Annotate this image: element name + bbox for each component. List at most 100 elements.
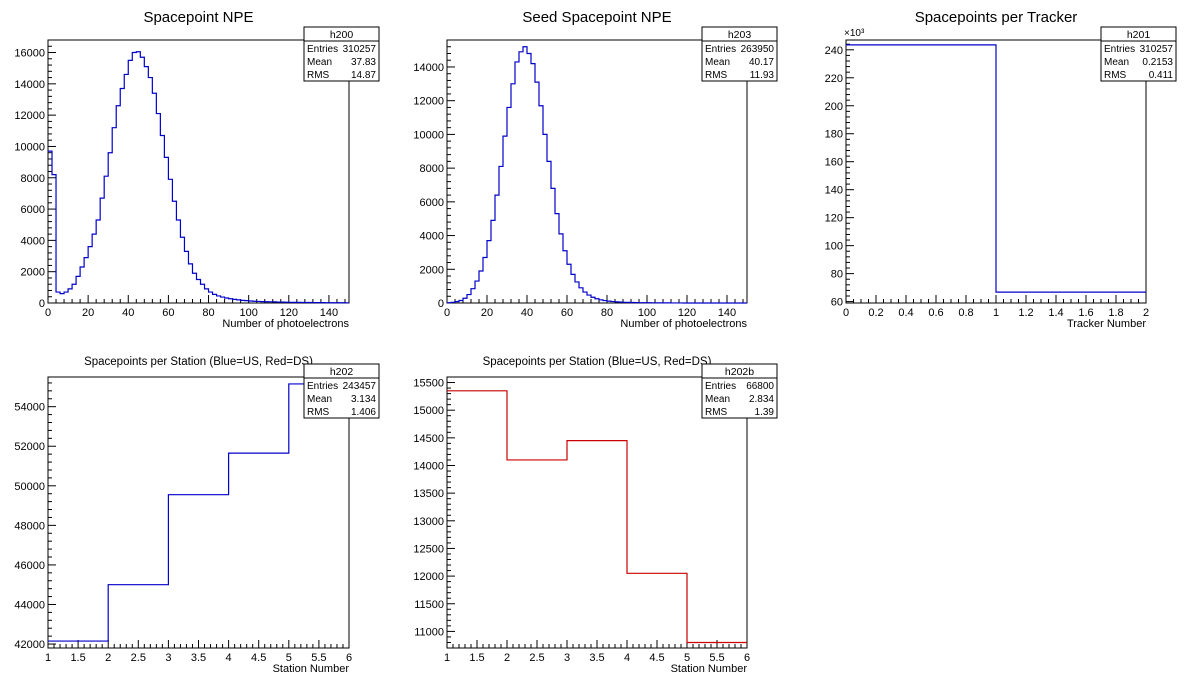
x-tick-label: 3 xyxy=(165,652,171,664)
stats-value: 11.93 xyxy=(750,70,775,81)
x-tick-label: 3.5 xyxy=(191,652,206,664)
x-tick-label: 80 xyxy=(601,307,613,319)
x-tick-label: 0.4 xyxy=(898,307,913,319)
y-tick-label: 44000 xyxy=(14,599,45,611)
y-tick-label: 10000 xyxy=(413,129,444,141)
y-tick-label: 11500 xyxy=(414,599,444,611)
y-tick-label: 14000 xyxy=(413,62,444,74)
stats-label: Entries xyxy=(705,44,736,55)
y-tick-label: 2000 xyxy=(420,264,444,276)
y-tick-label: 11000 xyxy=(414,626,444,638)
stats-label: Entries xyxy=(307,44,338,55)
stats-box-name: h202 xyxy=(330,366,354,378)
x-tick-label: 3.5 xyxy=(589,652,604,664)
y-tick-label: 15000 xyxy=(413,405,444,417)
x-tick-label: 1 xyxy=(444,652,450,664)
stats-value: 0.2153 xyxy=(1142,57,1173,68)
x-axis-label: Station Number xyxy=(273,663,350,675)
x-tick-label: 60 xyxy=(162,307,174,319)
chart-title: Spacepoints per Station (Blue=US, Red=DS… xyxy=(483,356,712,368)
stats-value: 310257 xyxy=(1140,44,1174,55)
x-tick-label: 2.5 xyxy=(131,652,146,664)
stats-label: Mean xyxy=(307,57,332,68)
x-axis-label: Number of photoelectrons xyxy=(620,318,747,330)
y-tick-label: 60 xyxy=(831,297,843,309)
histogram-line xyxy=(846,45,1146,292)
y-tick-label: 52000 xyxy=(14,441,45,453)
x-tick-label: 4 xyxy=(226,652,232,664)
x-tick-label: 0 xyxy=(444,307,450,319)
stats-label: RMS xyxy=(705,407,728,418)
y-tick-label: 2000 xyxy=(21,267,45,279)
y-tick-label: 46000 xyxy=(14,560,45,572)
histogram-line xyxy=(447,47,747,303)
y-tick-label: 14000 xyxy=(14,79,45,91)
stats-value: 0.411 xyxy=(1149,70,1174,81)
x-tick-label: 60 xyxy=(561,307,573,319)
stats-value: 243457 xyxy=(343,381,377,392)
x-tick-label: 0.2 xyxy=(868,307,883,319)
stats-value: 14.87 xyxy=(351,70,376,81)
x-axis-label: Station Number xyxy=(671,663,748,675)
y-tick-label: 180 xyxy=(825,129,843,141)
stats-box-name: h202b xyxy=(725,366,754,378)
stats-label: Mean xyxy=(705,394,730,405)
y-tick-label: 12000 xyxy=(413,571,444,583)
y-tick-label: 220 xyxy=(825,73,843,85)
y-tick-label: 4000 xyxy=(21,235,45,247)
y-tick-label: 100 xyxy=(825,241,843,253)
histogram-line xyxy=(447,391,747,643)
x-tick-label: 40 xyxy=(521,307,533,319)
y-tick-label: 120 xyxy=(825,213,843,225)
x-tick-label: 1.5 xyxy=(70,652,85,664)
stats-label: RMS xyxy=(307,70,330,81)
x-tick-label: 80 xyxy=(202,307,214,319)
y-tick-label: 14500 xyxy=(413,433,444,445)
y-tick-label: 10000 xyxy=(14,141,45,153)
stats-value: 66800 xyxy=(746,381,774,392)
stats-label: Entries xyxy=(705,381,736,392)
y-tick-label: 12500 xyxy=(413,543,444,555)
stats-value: 3.134 xyxy=(351,394,376,405)
x-tick-label: 1 xyxy=(45,652,51,664)
y-exponent-label: ×10³ xyxy=(844,28,865,39)
x-tick-label: 0 xyxy=(45,307,51,319)
chart-title: Spacepoints per Tracker xyxy=(915,9,1078,26)
chart-title: Seed Spacepoint NPE xyxy=(522,9,671,26)
x-axis-label: Number of photoelectrons xyxy=(222,318,349,330)
y-tick-label: 6000 xyxy=(420,197,444,209)
stats-label: Mean xyxy=(307,394,332,405)
y-tick-label: 160 xyxy=(825,157,843,169)
y-tick-label: 0 xyxy=(438,298,444,310)
histogram-line xyxy=(48,384,349,641)
x-tick-label: 40 xyxy=(122,307,134,319)
stats-value: 310257 xyxy=(343,44,377,55)
y-tick-label: 0 xyxy=(39,298,45,310)
x-tick-label: 20 xyxy=(82,307,94,319)
y-tick-label: 16000 xyxy=(14,48,45,60)
y-tick-label: 50000 xyxy=(14,481,45,493)
x-tick-label: 1.5 xyxy=(469,652,484,664)
stats-value: 263950 xyxy=(741,44,775,55)
x-tick-label: 4.5 xyxy=(649,652,664,664)
x-tick-label: 1.2 xyxy=(1018,307,1033,319)
x-tick-label: 2 xyxy=(105,652,111,664)
chart-title: Spacepoints per Station (Blue=US, Red=DS… xyxy=(84,356,313,368)
y-tick-label: 12000 xyxy=(413,96,444,108)
stats-label: Mean xyxy=(705,57,730,68)
y-tick-label: 54000 xyxy=(14,402,45,414)
chart-title: Spacepoint NPE xyxy=(143,9,253,26)
stats-label: RMS xyxy=(705,70,728,81)
histogram-line xyxy=(48,52,349,303)
stats-box-name: h203 xyxy=(728,29,752,41)
y-tick-label: 13500 xyxy=(413,488,444,500)
y-tick-label: 12000 xyxy=(14,110,45,122)
